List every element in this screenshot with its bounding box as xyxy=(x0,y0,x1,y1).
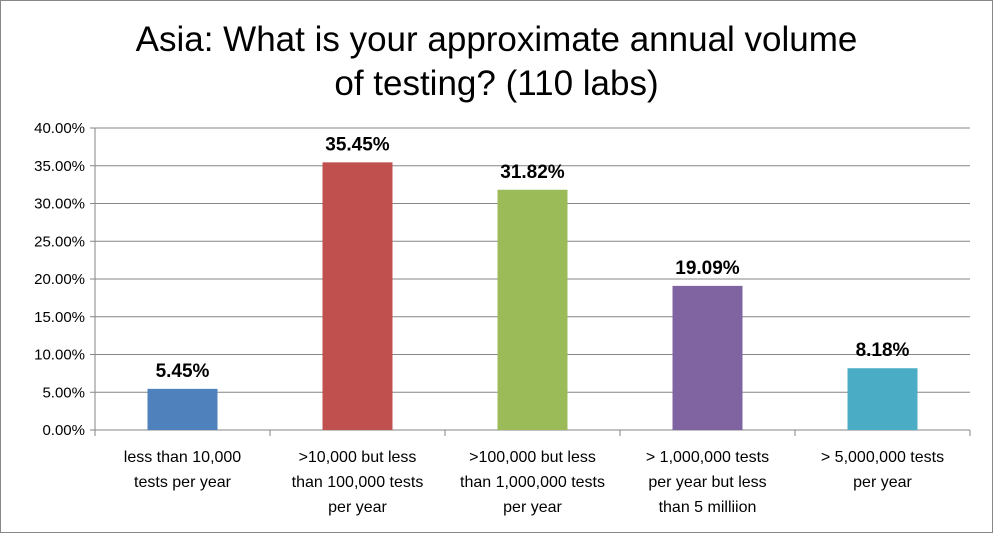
x-tick-label: > 5,000,000 tests per year xyxy=(821,449,944,491)
bars xyxy=(147,162,918,431)
x-tick-label-line: per year xyxy=(503,499,562,516)
x-tick-label-line: than 5 milliion xyxy=(659,499,757,516)
x-tick-label-line: > 5,000,000 tests xyxy=(821,449,944,466)
data-labels: 5.45% 35.45% 31.82% 19.09% 8.18% xyxy=(156,134,910,382)
data-label: 31.82% xyxy=(500,162,565,183)
x-tick-label-line: than 1,000,000 tests xyxy=(460,474,605,491)
data-label: 8.18% xyxy=(856,340,910,361)
data-label: 5.45% xyxy=(156,361,210,382)
y-tick-label: 30.00% xyxy=(34,196,85,213)
y-tick-label: 15.00% xyxy=(34,309,85,326)
y-tick-label: 0.00% xyxy=(42,422,85,439)
bar xyxy=(672,285,743,430)
x-tick-label-line: per year but less xyxy=(648,474,766,491)
data-label: 35.45% xyxy=(325,134,390,155)
chart-title-line-2: of testing? (110 labs) xyxy=(334,64,659,103)
bar xyxy=(497,189,568,430)
x-tick-label: >10,000 but less than 100,000 tests per ye… xyxy=(292,449,424,516)
y-tick-label: 10.00% xyxy=(34,347,85,364)
x-tick-label-line: per year xyxy=(853,474,912,491)
y-tick-label: 5.00% xyxy=(42,384,85,401)
x-tick-label-line: >10,000 but less xyxy=(299,449,417,466)
x-tick-label-line: per year xyxy=(328,499,387,516)
x-tick-label: >100,000 but less than 1,000,000 tests per… xyxy=(460,449,605,516)
x-tick-label-line: tests per year xyxy=(134,474,232,491)
y-tick-label: 40.00% xyxy=(34,120,85,137)
x-tick-label-line: >100,000 but less xyxy=(469,449,596,466)
bar xyxy=(147,388,218,430)
x-tick-label-line: than 100,000 tests xyxy=(292,474,424,491)
chart-title: Asia: What is your approximate annual vo… xyxy=(0,18,993,106)
x-tick-label-line: less than 10,000 xyxy=(124,449,242,466)
data-label: 19.09% xyxy=(675,258,740,279)
y-tick-label: 20.00% xyxy=(34,271,85,288)
y-axis-tick-labels: 0.00% 5.00% 10.00% 15.00% 20.00% 25.00% 30.00%… xyxy=(34,120,85,439)
x-axis-tick-labels: less than 10,000 tests per year >10,000 bu… xyxy=(124,449,944,516)
chart-title-line-1: Asia: What is your approximate annual vo… xyxy=(135,20,858,59)
x-tick-label-line: > 1,000,000 tests xyxy=(646,449,769,466)
y-tick-label: 35.00% xyxy=(34,158,85,175)
x-tick-label: > 1,000,000 tests per year but less than 5… xyxy=(646,449,769,516)
bar xyxy=(322,162,393,431)
y-tick-label: 25.00% xyxy=(34,233,85,250)
bar xyxy=(847,368,918,430)
x-tick-label: less than 10,000 tests per year xyxy=(124,449,242,491)
